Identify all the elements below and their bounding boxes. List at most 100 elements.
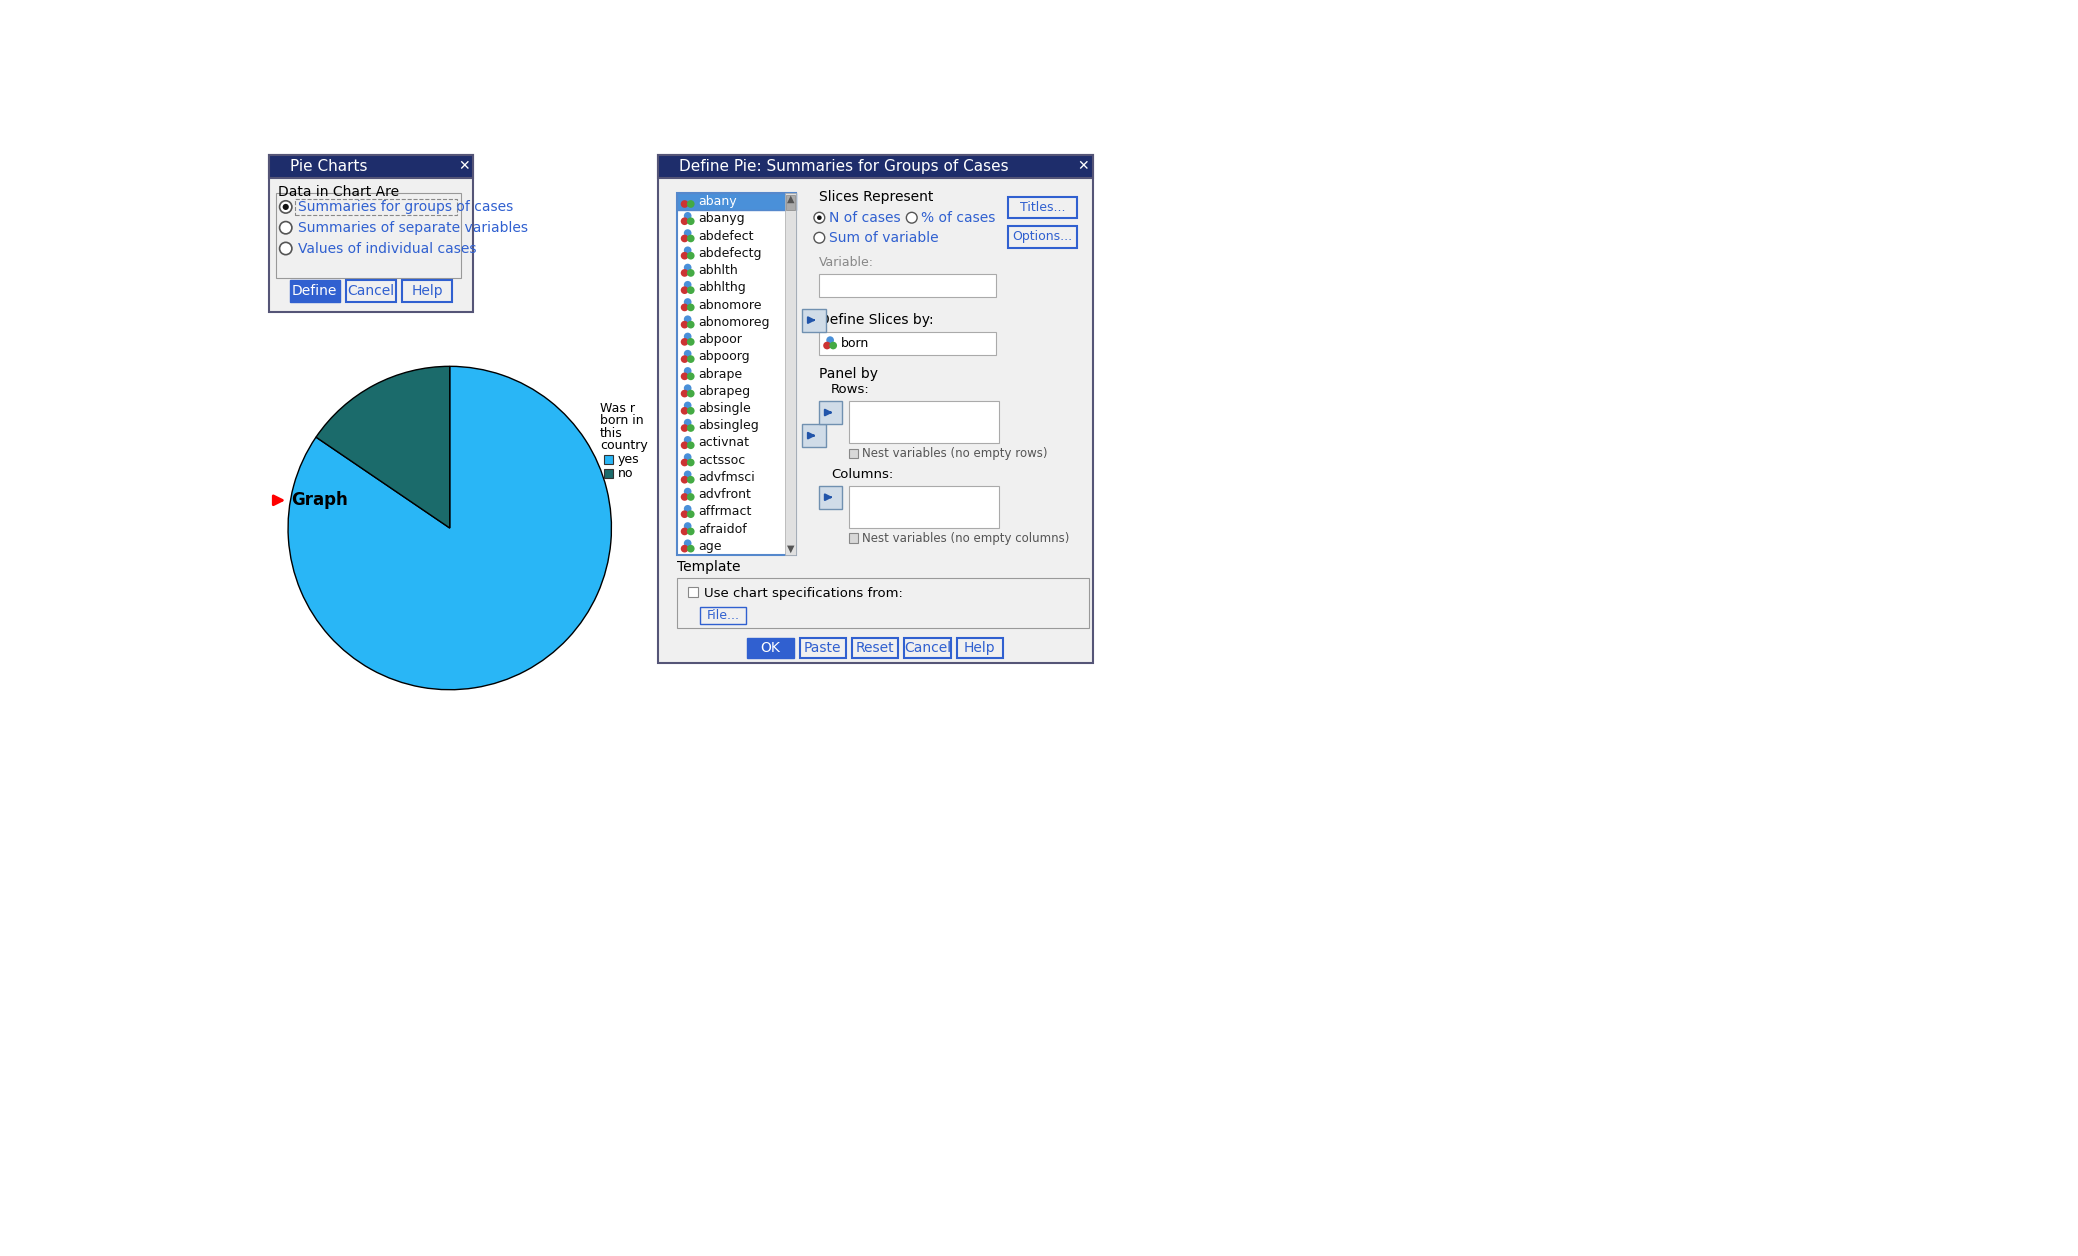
Text: Nest variables (no empty rows): Nest variables (no empty rows) — [862, 447, 1047, 460]
Circle shape — [688, 355, 694, 363]
Text: Define Pie: Summaries for Groups of Cases: Define Pie: Summaries for Groups of Case… — [680, 158, 1008, 173]
Circle shape — [684, 315, 692, 323]
Circle shape — [684, 333, 692, 340]
Text: Summaries for groups of cases: Summaries for groups of cases — [297, 200, 513, 214]
Text: File...: File... — [707, 609, 740, 622]
Circle shape — [688, 304, 694, 311]
Circle shape — [684, 402, 692, 409]
Circle shape — [682, 425, 688, 432]
Text: afraidof: afraidof — [698, 522, 748, 535]
Circle shape — [684, 418, 692, 427]
Circle shape — [682, 528, 688, 535]
Circle shape — [684, 264, 692, 271]
Text: Template: Template — [677, 559, 740, 574]
Text: abany: abany — [698, 195, 738, 208]
Text: yes: yes — [617, 453, 640, 466]
Circle shape — [684, 539, 692, 548]
Circle shape — [688, 425, 694, 432]
Text: Pie Charts: Pie Charts — [291, 158, 368, 173]
Circle shape — [684, 230, 692, 237]
Circle shape — [684, 522, 692, 530]
Bar — [700, 608, 746, 624]
Text: abhlthg: abhlthg — [698, 281, 746, 294]
Bar — [345, 280, 395, 301]
Text: Cancel: Cancel — [347, 284, 395, 298]
Text: abanyg: abanyg — [698, 212, 746, 225]
Circle shape — [688, 458, 694, 466]
Bar — [268, 154, 474, 177]
Bar — [819, 332, 997, 354]
Text: Titles...: Titles... — [1020, 201, 1066, 215]
Text: % of cases: % of cases — [921, 211, 995, 225]
Bar — [1008, 197, 1076, 219]
Text: Help: Help — [964, 641, 995, 656]
Circle shape — [688, 217, 694, 225]
Text: Reset: Reset — [856, 641, 894, 656]
Circle shape — [682, 494, 688, 501]
Circle shape — [682, 407, 688, 414]
Bar — [657, 154, 1093, 663]
Circle shape — [688, 528, 694, 535]
Text: Slices Represent: Slices Represent — [819, 190, 933, 203]
Text: ▲: ▲ — [788, 195, 794, 205]
Circle shape — [815, 212, 825, 224]
Bar — [848, 486, 1000, 528]
Text: Summaries of separate variables: Summaries of separate variables — [297, 221, 528, 235]
Text: Values of individual cases: Values of individual cases — [297, 241, 476, 255]
Bar — [802, 309, 825, 332]
Circle shape — [682, 510, 688, 517]
Circle shape — [684, 453, 692, 461]
Circle shape — [823, 342, 831, 349]
Circle shape — [688, 269, 694, 276]
Text: Data in Chart Are: Data in Chart Are — [278, 185, 399, 198]
Circle shape — [684, 505, 692, 512]
Text: this: this — [601, 427, 623, 440]
Text: abrape: abrape — [698, 368, 742, 381]
Bar — [605, 455, 613, 465]
Bar — [401, 280, 453, 301]
Bar — [852, 638, 898, 658]
Bar — [819, 401, 842, 425]
Circle shape — [688, 545, 694, 553]
Circle shape — [682, 320, 688, 329]
Bar — [677, 193, 796, 210]
Circle shape — [688, 441, 694, 450]
Circle shape — [688, 494, 694, 501]
Text: abhlth: abhlth — [698, 264, 738, 278]
Bar — [848, 401, 1000, 443]
Circle shape — [281, 221, 291, 234]
Circle shape — [682, 235, 688, 242]
Bar — [802, 425, 825, 447]
Text: Sum of variable: Sum of variable — [829, 231, 937, 245]
Text: Cancel: Cancel — [904, 641, 952, 656]
Circle shape — [684, 367, 692, 374]
Text: ✕: ✕ — [1078, 160, 1089, 173]
Circle shape — [283, 203, 289, 210]
Circle shape — [682, 200, 688, 207]
Text: abpoor: abpoor — [698, 333, 742, 347]
Text: activnat: activnat — [698, 436, 750, 450]
Text: ▼: ▼ — [788, 544, 794, 554]
Bar — [1008, 226, 1076, 247]
Text: Rows:: Rows: — [831, 383, 871, 396]
Bar — [677, 578, 1089, 628]
Bar — [848, 534, 858, 543]
Text: no: no — [617, 467, 634, 480]
Circle shape — [684, 212, 692, 220]
Circle shape — [682, 545, 688, 553]
Bar — [268, 154, 474, 313]
Circle shape — [682, 389, 688, 397]
Circle shape — [688, 510, 694, 517]
Circle shape — [682, 441, 688, 450]
Circle shape — [684, 487, 692, 495]
Text: Define: Define — [291, 284, 337, 298]
Text: abrapeg: abrapeg — [698, 384, 750, 398]
Text: Panel by: Panel by — [819, 367, 879, 381]
Text: Graph: Graph — [291, 491, 347, 509]
Circle shape — [684, 281, 692, 289]
Text: advfront: advfront — [698, 489, 752, 501]
Circle shape — [684, 436, 692, 443]
Text: abnomore: abnomore — [698, 299, 763, 311]
Circle shape — [281, 242, 291, 255]
Text: OK: OK — [761, 641, 781, 656]
